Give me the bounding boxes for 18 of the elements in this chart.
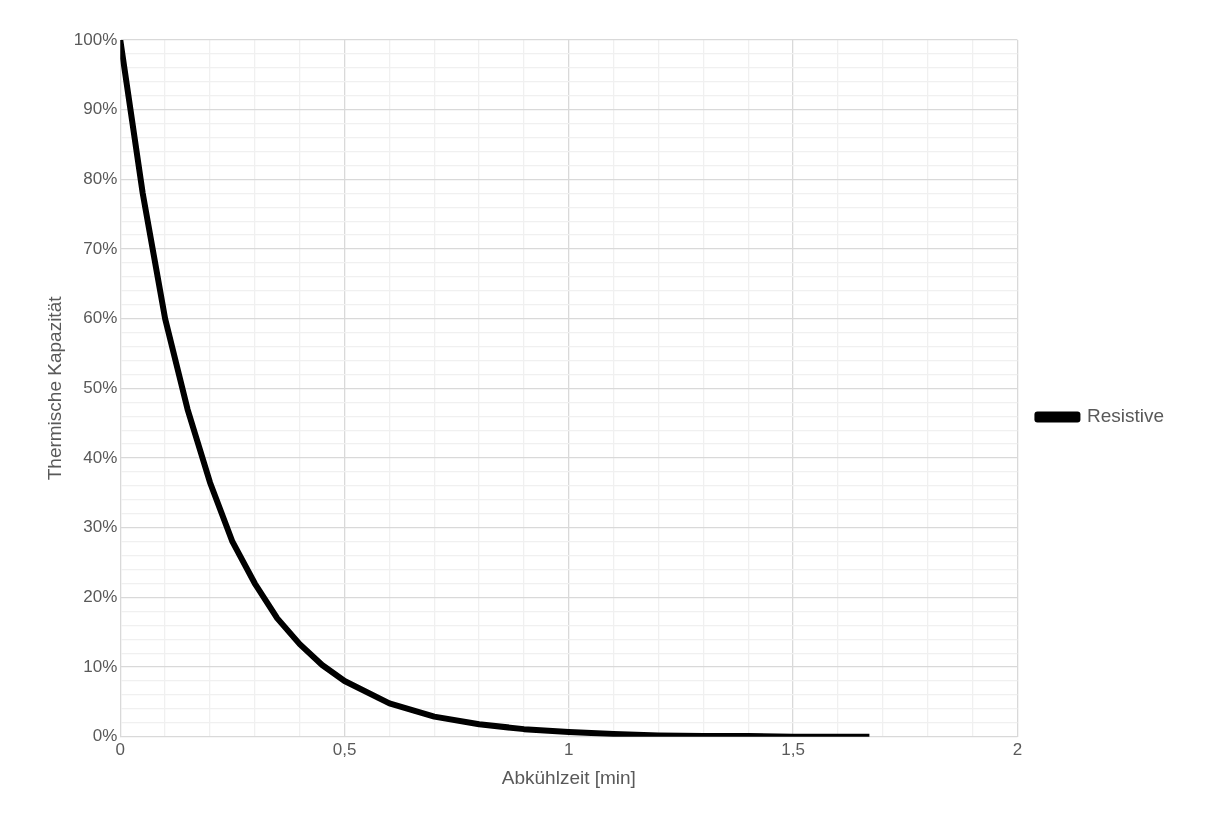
y-tick-label: 20%: [83, 587, 118, 607]
y-tick-label: 40%: [83, 447, 118, 467]
y-tick-label: 10%: [83, 656, 118, 676]
y-tick-label: 70%: [83, 238, 118, 258]
x-tick-label: 2: [1012, 739, 1023, 759]
legend-label: Resistive: [1086, 405, 1164, 427]
y-tick-label: 0%: [92, 726, 118, 746]
y-tick-label: 50%: [83, 378, 118, 398]
y-axis-title: Thermische Kapazität: [43, 295, 65, 481]
x-tick-label: 1,5: [781, 739, 805, 759]
y-tick-label: 100%: [73, 29, 118, 49]
y-tick-label: 30%: [83, 517, 118, 537]
x-tick-label: 0,5: [332, 739, 357, 759]
y-tick-label: 80%: [83, 169, 118, 189]
x-tick-label: 1: [564, 739, 574, 759]
x-axis-title: Abkühlzeit [min]: [501, 766, 636, 788]
y-tick-label: 90%: [83, 99, 118, 119]
y-tick-label: 60%: [83, 308, 118, 328]
